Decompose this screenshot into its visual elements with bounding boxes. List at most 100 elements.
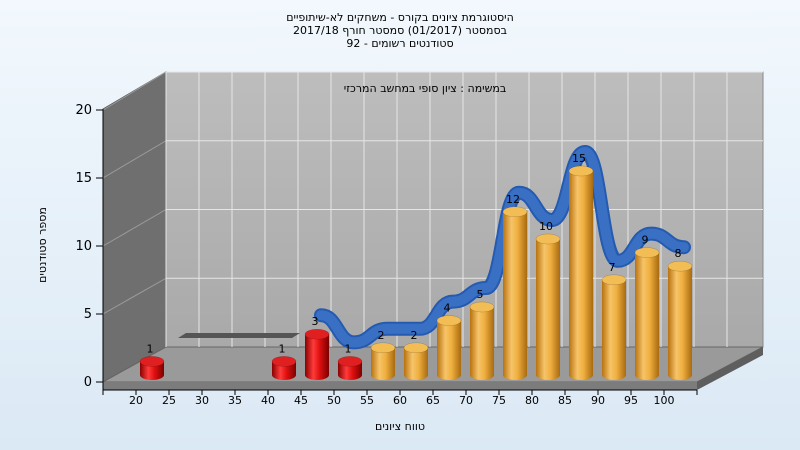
bar-top	[139, 356, 165, 367]
gridline-side	[102, 209, 167, 247]
bar: 8	[667, 247, 693, 380]
x-tick-label: 75	[492, 394, 506, 407]
bar-top	[502, 206, 528, 218]
x-tick-label: 100	[654, 394, 675, 407]
bar-body	[635, 252, 659, 380]
bar-body	[272, 361, 296, 380]
bar-body	[338, 361, 362, 380]
bar-body	[668, 266, 692, 380]
x-tick-label: 30	[195, 394, 209, 407]
bar-top	[370, 342, 396, 354]
trend-line	[178, 145, 691, 350]
y-tick-label: 5	[84, 307, 92, 322]
chart-subtitle: במשימה : ציון סופי במחשב המרכזי	[344, 82, 507, 95]
bar: 1	[139, 342, 165, 380]
bar-value-label: 12	[506, 193, 520, 206]
x-tick-label: 60	[393, 394, 407, 407]
bar: 7	[601, 261, 627, 380]
bar-value-label: 9	[642, 234, 649, 247]
x-tick-label: 70	[459, 394, 473, 407]
bar-top	[667, 260, 693, 272]
bar-top	[634, 247, 660, 258]
x-tick-label: 95	[624, 394, 638, 407]
x-tick-label: 45	[294, 394, 308, 407]
bar-top	[304, 328, 330, 340]
bar-body	[602, 279, 626, 380]
bar: 4	[436, 302, 462, 380]
bar-value-label: 5	[477, 288, 484, 301]
y-tick-label: 20	[75, 103, 92, 118]
chart-title: היסטוגרמת ציונים בקורס - משחקים לא-שיתופ…	[0, 11, 800, 50]
bar: 3	[304, 315, 330, 380]
title-line-2: בסמסטר (01/2017) סמסטר חורף 2017/18	[293, 24, 507, 37]
gridline-side	[102, 71, 167, 111]
x-tick-label: 55	[360, 394, 374, 407]
bar-body	[503, 211, 527, 380]
trend-ribbon	[316, 147, 689, 348]
bar-top	[337, 356, 363, 367]
x-axis-title: טווח ציונים	[375, 420, 425, 433]
floor-right-edge	[697, 347, 763, 390]
bar-top	[271, 356, 297, 367]
bar-value-label: 7	[609, 261, 616, 274]
floor-front-edge	[103, 382, 697, 390]
y-tick-label: 0	[84, 375, 92, 390]
side-wall	[102, 71, 167, 383]
bar-body	[536, 239, 560, 380]
bar-body	[305, 334, 329, 380]
bar-top	[436, 315, 462, 326]
gridline-side	[102, 277, 167, 315]
y-tick-label: 10	[75, 239, 92, 254]
bar: 1	[271, 342, 297, 380]
zero-slab	[178, 333, 300, 338]
bar-top	[535, 233, 561, 245]
bar-value-label: 4	[444, 302, 451, 315]
bar: 5	[469, 288, 495, 380]
x-tick-label: 80	[525, 394, 539, 407]
gridlines	[102, 71, 763, 347]
title-line-3: סטודנטים רשומים - 92	[346, 37, 454, 50]
bar-body	[371, 347, 395, 380]
bar: 10	[535, 220, 561, 380]
bar-value-label: 1	[279, 342, 286, 355]
bar-value-label: 15	[572, 152, 586, 165]
bar-value-label: 3	[312, 315, 319, 328]
bar: 12	[502, 193, 528, 380]
bar-body	[404, 347, 428, 380]
gridline-side	[102, 140, 167, 179]
bar-body	[437, 320, 461, 380]
bar-body	[470, 307, 494, 380]
x-tick-label: 50	[327, 394, 341, 407]
bar-top	[403, 342, 429, 354]
bar: 1	[337, 342, 363, 380]
x-tick-label: 35	[228, 394, 242, 407]
bar-top	[601, 274, 627, 286]
x-tick-label: 85	[558, 394, 572, 407]
y-axis: 0 5 10 15 20	[75, 103, 104, 390]
bar-body	[140, 361, 164, 380]
bar-value-label: 8	[675, 247, 682, 260]
x-tick-label: 90	[591, 394, 605, 407]
bar: 2	[403, 329, 429, 380]
y-axis-title: מספר סטודנטים	[36, 207, 49, 283]
bar-value-label: 10	[539, 220, 553, 233]
bar-body	[569, 171, 593, 380]
bar: 9	[634, 234, 660, 380]
title-line-1: היסטוגרמת ציונים בקורס - משחקים לא-שיתופ…	[286, 11, 514, 24]
bar-top	[568, 165, 594, 177]
bar-value-label: 1	[147, 342, 154, 355]
floor	[101, 346, 764, 383]
x-tick-label: 40	[261, 394, 275, 407]
y-tick-label: 15	[75, 171, 92, 186]
x-axis: 20 25 30 35 40 45 50 55 60 65 70 75 80 85 90 95 100	[102, 389, 698, 407]
x-tick-label: 25	[162, 394, 176, 407]
bar-value-label: 2	[378, 329, 385, 342]
x-tick-label: 20	[129, 394, 143, 407]
bar-value-label: 2	[411, 329, 418, 342]
bar-top	[469, 301, 495, 313]
bar: 15	[568, 152, 594, 380]
bar: 2	[370, 329, 396, 380]
